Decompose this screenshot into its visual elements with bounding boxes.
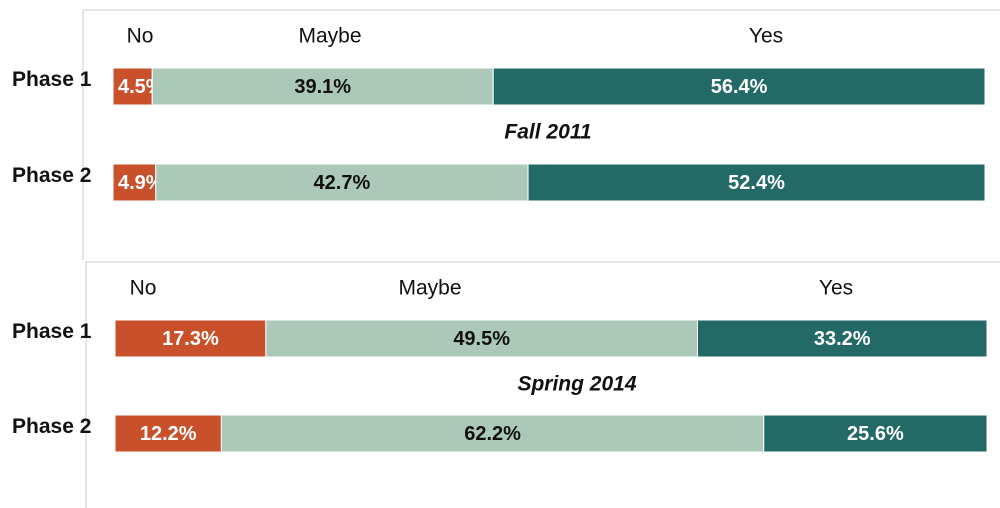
data-label: 33.2% bbox=[814, 328, 871, 350]
legend-label: Yes bbox=[819, 277, 853, 300]
data-label: 25.6% bbox=[847, 423, 904, 445]
bar-segment bbox=[696, 319, 988, 358]
data-label: 56.4% bbox=[711, 76, 768, 98]
data-label: 62.2% bbox=[464, 423, 521, 445]
bar-segment bbox=[220, 414, 765, 453]
data-label: 52.4% bbox=[728, 172, 785, 194]
data-label: 4.9% bbox=[118, 172, 164, 194]
bar-segment bbox=[112, 163, 157, 202]
data-label: 12.2% bbox=[140, 423, 197, 445]
subtitle: Spring 2014 bbox=[517, 373, 636, 396]
data-label: 17.3% bbox=[162, 328, 219, 350]
subtitle: Fall 2011 bbox=[504, 121, 591, 144]
legend-label: Maybe bbox=[298, 25, 361, 48]
bar-segment bbox=[763, 414, 988, 453]
category-label: Phase 2 bbox=[12, 415, 91, 438]
bar-segment bbox=[114, 319, 267, 358]
category-label: Phase 1 bbox=[12, 320, 92, 343]
category-label: Phase 2 bbox=[12, 164, 91, 187]
data-label: 39.1% bbox=[294, 76, 351, 98]
data-label: 42.7% bbox=[314, 172, 371, 194]
legend-label: No bbox=[130, 277, 157, 300]
data-label: 49.5% bbox=[453, 328, 510, 350]
bar-segment bbox=[112, 67, 153, 106]
legend-label: Maybe bbox=[398, 277, 461, 300]
bar-segment bbox=[114, 414, 222, 453]
bar-segment bbox=[492, 67, 986, 106]
category-label: Phase 1 bbox=[12, 68, 92, 91]
bar-segment bbox=[527, 163, 986, 202]
bar-segment bbox=[265, 319, 698, 358]
legend-label: Yes bbox=[749, 25, 783, 48]
bar-segment bbox=[155, 163, 529, 202]
legend-label: No bbox=[127, 25, 154, 48]
